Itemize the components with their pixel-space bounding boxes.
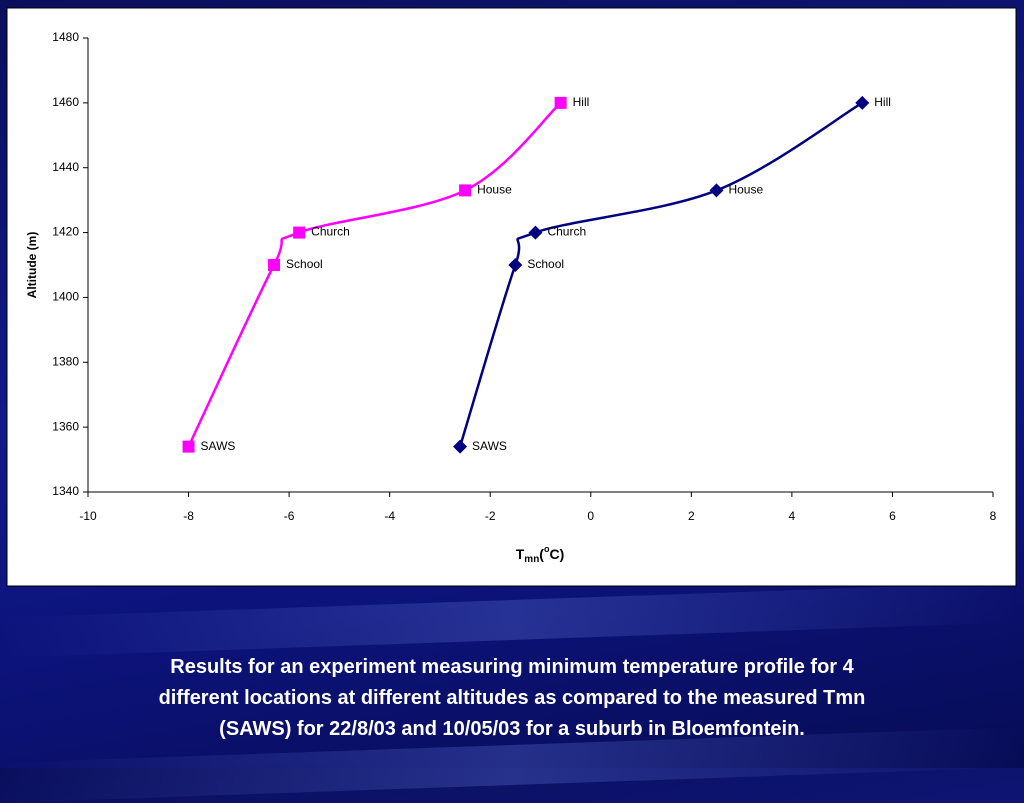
x-tick-label: 2 (688, 509, 695, 523)
marker (554, 96, 567, 109)
marker (293, 226, 306, 239)
x-label-part: T (516, 546, 525, 562)
caption-line: Results for an experiment measuring mini… (170, 656, 854, 678)
chart-area (6, 7, 1017, 587)
marker (709, 183, 724, 198)
x-axis-label: Tmn(oC) (516, 544, 565, 564)
chart: Altitude (m) Tmn(oC) 1340 1360 1380 1400 142… (6, 7, 1017, 587)
x-tick-label: 4 (789, 509, 796, 523)
y-tick-label: 1440 (52, 160, 79, 174)
point-label: SAWS (201, 439, 236, 453)
marker (453, 439, 468, 454)
x-label-part: C) (549, 546, 564, 562)
x-label-part: o (544, 544, 550, 554)
marker (508, 258, 523, 272)
point-label: SAWS (472, 439, 507, 453)
x-label-part: ( (539, 546, 544, 562)
y-tick-label: 1400 (52, 290, 79, 304)
point-label: House (728, 183, 763, 197)
y-tick-label: 1460 (52, 95, 79, 109)
y-tick-label: 1380 (52, 354, 79, 368)
point-label: School (527, 257, 564, 271)
caption: Results for an experiment measuring mini… (40, 652, 984, 745)
caption-line: (SAWS) for 22/8/03 and 10/05/03 for a su… (219, 718, 805, 740)
point-label: Hill (874, 95, 891, 109)
y-axis-label: Altitude (m) (25, 232, 39, 299)
x-label-part: mn (524, 554, 539, 565)
x-tick-label: 8 (990, 509, 997, 523)
x-tick-label: 6 (889, 509, 896, 523)
x-tick-label: -8 (183, 509, 194, 523)
marker (528, 225, 543, 240)
x-tick-label: -10 (79, 509, 97, 523)
point-label: Hill (573, 95, 590, 109)
y-tick-label: 1360 (52, 419, 79, 433)
y-tick-label: 1480 (52, 30, 79, 44)
marker (459, 184, 472, 197)
marker (182, 440, 195, 453)
point-label: School (286, 257, 323, 271)
y-tick-label: 1340 (52, 484, 79, 498)
x-tick-label: -4 (384, 509, 395, 523)
point-label: Church (547, 225, 586, 239)
x-tick-label: 0 (587, 509, 594, 523)
point-label: Church (311, 225, 350, 239)
marker (268, 259, 281, 271)
x-tick-label: -2 (485, 509, 496, 523)
point-label: House (477, 183, 512, 197)
caption-line: different locations at different altitud… (158, 687, 866, 709)
marker (855, 95, 870, 110)
x-tick-label: -6 (284, 509, 295, 523)
y-tick-label: 1420 (52, 225, 79, 239)
